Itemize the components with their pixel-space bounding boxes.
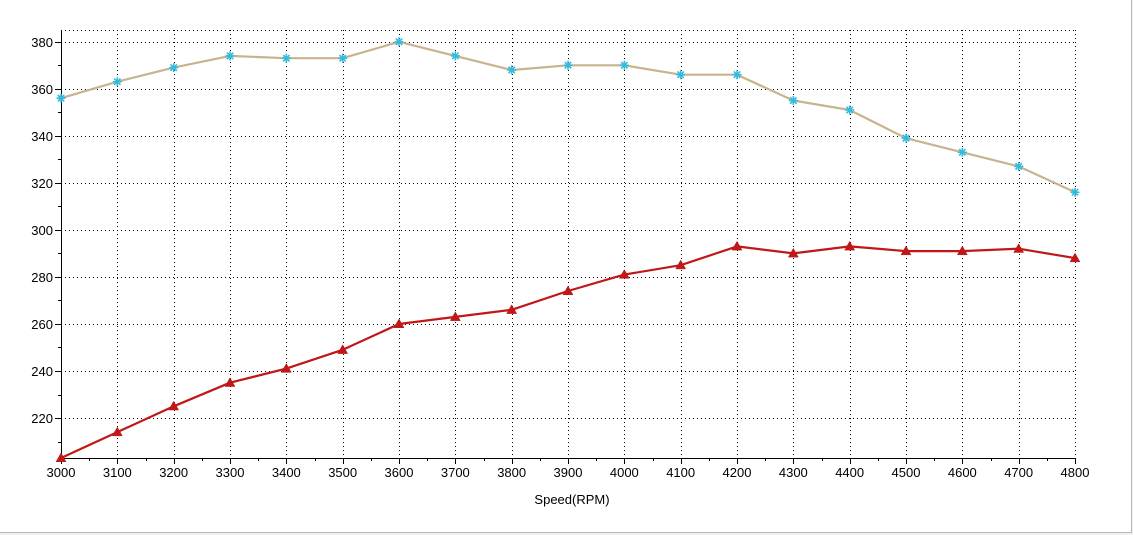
y-tick-label: 320 bbox=[31, 176, 53, 191]
series-1-point bbox=[225, 51, 235, 61]
series-1-point bbox=[338, 53, 348, 63]
series-2-point bbox=[956, 245, 968, 256]
series-1-point bbox=[112, 77, 122, 87]
series-1-point bbox=[1070, 187, 1080, 197]
series-1-point bbox=[563, 60, 573, 70]
x-axis-title: Speed(RPM) bbox=[534, 492, 609, 507]
y-tick-label: 380 bbox=[31, 35, 53, 50]
series-1-point bbox=[901, 133, 911, 143]
series-2-point bbox=[449, 311, 461, 321]
series-1-point bbox=[394, 37, 404, 47]
x-tick-label: 4500 bbox=[892, 465, 921, 480]
x-tick-label: 3900 bbox=[554, 465, 583, 480]
x-tick-label: 3100 bbox=[103, 465, 132, 480]
x-tick-label: 4800 bbox=[1061, 465, 1090, 480]
y-tick-label: 300 bbox=[31, 223, 53, 238]
series-1-point bbox=[845, 105, 855, 115]
series-2-point bbox=[618, 269, 630, 279]
series-1-point bbox=[732, 70, 742, 80]
y-tick-label: 280 bbox=[31, 270, 53, 285]
series-2-point bbox=[787, 247, 799, 258]
x-tick-label: 3000 bbox=[47, 465, 76, 480]
series-1-point bbox=[507, 65, 517, 75]
series-2-point bbox=[844, 240, 856, 251]
y-tick-label: 340 bbox=[31, 129, 53, 144]
x-tick-label: 4000 bbox=[610, 465, 639, 480]
series-2 bbox=[55, 240, 1081, 462]
series-1-point bbox=[281, 53, 291, 63]
series-1-point bbox=[56, 93, 66, 103]
x-tick-label: 4700 bbox=[1004, 465, 1033, 480]
series-2-point bbox=[393, 318, 405, 328]
x-tick-label: 4400 bbox=[835, 465, 864, 480]
axes: 220 240 260 280 300 320 340 360 380 3000 3100 3200 3… bbox=[31, 30, 1089, 480]
series-1-point bbox=[1014, 161, 1024, 171]
x-tick-label: 3400 bbox=[272, 465, 301, 480]
x-tick-label: 4100 bbox=[666, 465, 695, 480]
series-1 bbox=[56, 37, 1080, 197]
x-tick-label: 4200 bbox=[723, 465, 752, 480]
series-2-point bbox=[55, 452, 67, 462]
series-2-point bbox=[337, 344, 349, 354]
series-2-point bbox=[168, 400, 180, 411]
series-layer bbox=[55, 37, 1081, 462]
series-2-point bbox=[731, 240, 743, 251]
y-tick-label: 240 bbox=[31, 364, 53, 379]
series-2-point bbox=[900, 245, 912, 256]
series-1-point bbox=[788, 96, 798, 106]
series-1-point bbox=[450, 51, 460, 61]
y-tick-label: 220 bbox=[31, 411, 53, 426]
grid-lines bbox=[61, 30, 1076, 458]
x-tick-label: 3800 bbox=[497, 465, 526, 480]
y-tick-label: 360 bbox=[31, 82, 53, 97]
series-2-point bbox=[562, 285, 574, 296]
series-2-point bbox=[280, 363, 292, 373]
x-tick-label: 3500 bbox=[328, 465, 357, 480]
x-tick-label: 4600 bbox=[948, 465, 977, 480]
x-tick-label: 4300 bbox=[779, 465, 808, 480]
series-2-point bbox=[224, 377, 236, 387]
series-2-point bbox=[1069, 252, 1081, 263]
series-1-point bbox=[619, 60, 629, 70]
x-tick-label: 3300 bbox=[216, 465, 245, 480]
x-tick-label: 3700 bbox=[441, 465, 470, 480]
series-2-point bbox=[675, 259, 687, 270]
x-tick-label: 3600 bbox=[385, 465, 414, 480]
series-1-point bbox=[676, 70, 686, 80]
x-tick-label: 3200 bbox=[159, 465, 188, 480]
series-1-point bbox=[169, 63, 179, 73]
series-2-point bbox=[506, 304, 518, 314]
series-2-point bbox=[111, 426, 123, 437]
y-tick-label: 260 bbox=[31, 317, 53, 332]
series-2-point bbox=[1013, 243, 1025, 253]
series-1-point bbox=[957, 147, 967, 157]
